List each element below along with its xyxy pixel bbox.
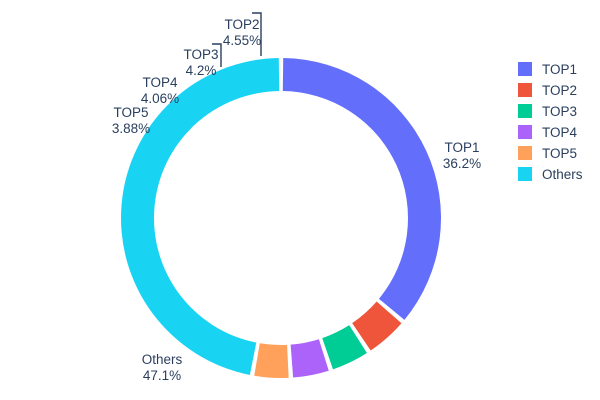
legend-swatch-top5[interactable] xyxy=(518,146,532,160)
legend-swatch-others[interactable] xyxy=(518,167,532,181)
slice-label-percent-top1: 36.2% xyxy=(443,156,481,171)
slice-label-name-others: Others xyxy=(142,352,183,367)
slice-label-name-top5: TOP5 xyxy=(113,105,148,120)
slice-label-percent-top5: 3.88% xyxy=(112,121,150,136)
legend-label-top3[interactable]: TOP3 xyxy=(542,104,577,119)
slice-label-name-top2: TOP2 xyxy=(224,17,259,32)
donut-slice-top3[interactable] xyxy=(322,325,367,370)
legend-label-top1[interactable]: TOP1 xyxy=(542,62,577,77)
slice-label-name-top4: TOP4 xyxy=(142,75,178,90)
slice-label-name-top3: TOP3 xyxy=(183,47,218,62)
slice-label-percent-others: 47.1% xyxy=(143,368,181,383)
chart-legend[interactable]: TOP1 TOP2 TOP3 TOP4 TOP5 Others xyxy=(518,62,583,182)
donut-slice-top1[interactable] xyxy=(282,58,441,320)
legend-label-top4[interactable]: TOP4 xyxy=(542,125,578,140)
donut-slice-top5[interactable] xyxy=(254,343,289,379)
donut-slices-group xyxy=(120,58,441,379)
legend-swatch-top2[interactable] xyxy=(518,83,532,97)
leader-lines-group xyxy=(212,12,262,67)
slice-label-percent-top3: 4.2% xyxy=(186,63,217,78)
donut-slice-top2[interactable] xyxy=(352,301,402,351)
slice-label-name-top1: TOP1 xyxy=(444,140,479,155)
legend-swatch-top4[interactable] xyxy=(518,125,532,139)
legend-swatch-top3[interactable] xyxy=(518,104,532,118)
legend-label-top2[interactable]: TOP2 xyxy=(542,83,577,98)
legend-label-others[interactable]: Others xyxy=(542,167,583,182)
donut-slice-others[interactable] xyxy=(120,58,280,375)
slice-label-percent-top4: 4.06% xyxy=(141,91,179,106)
leader-line-top2 xyxy=(252,12,262,56)
leader-line-top3 xyxy=(212,43,222,67)
legend-label-top5[interactable]: TOP5 xyxy=(542,146,577,161)
legend-swatch-top1[interactable] xyxy=(518,62,532,76)
slice-label-percent-top2: 4.55% xyxy=(223,33,261,48)
donut-slice-top4[interactable] xyxy=(290,339,329,378)
